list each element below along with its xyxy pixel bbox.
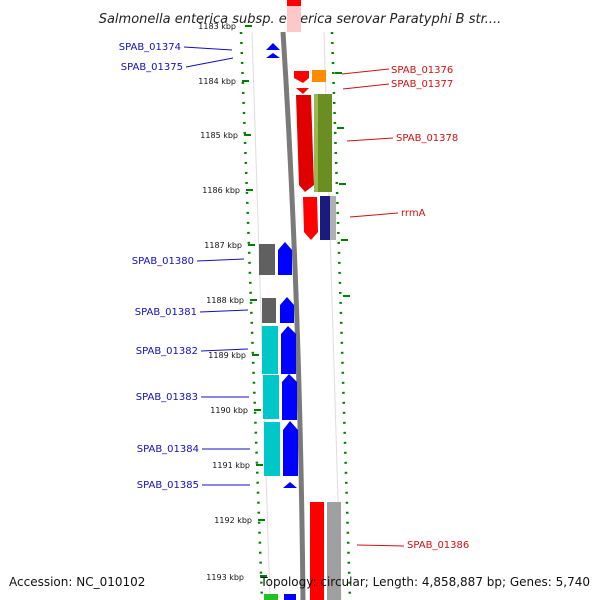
gene-spab-01380[interactable] (278, 242, 292, 275)
gene-label-spab-01380[interactable]: SPAB_01380 (132, 256, 194, 267)
gene-bottom-green[interactable] (264, 594, 278, 600)
gene-cyan-1[interactable] (262, 326, 278, 374)
gene-cyan-3[interactable] (264, 422, 280, 476)
gene-label-rrma[interactable]: rrmA (401, 208, 426, 219)
leader-line (349, 212, 399, 218)
leader-line (196, 258, 245, 262)
leader-line (183, 46, 233, 51)
gene-label-spab-01382[interactable]: SPAB_01382 (136, 346, 198, 357)
tick-group: 1183 kbp 1184 kbp 1185 kbp 1186 kbp 1187… (198, 22, 267, 582)
tick-label: 1187 kbp (204, 241, 242, 250)
left-labels: SPAB_01374 SPAB_01375 SPAB_01380 SPAB_01… (119, 42, 250, 491)
gene-bottom-blue[interactable] (284, 594, 296, 600)
gene-spab-01385[interactable] (283, 482, 297, 488)
leader-line (346, 137, 394, 142)
left-tick-track (239, 31, 264, 600)
gene-spab-01383[interactable] (282, 374, 297, 420)
gene-label-spab-01377[interactable]: SPAB_01377 (391, 79, 453, 90)
tick-label: 1192 kbp (214, 516, 252, 525)
gene-spab-01382[interactable] (281, 326, 296, 374)
gene-label-spab-01386[interactable]: SPAB_01386 (407, 540, 469, 551)
gene-spab-01377[interactable] (312, 70, 326, 82)
leader-line (341, 68, 390, 75)
tick-label: 1188 kbp (206, 296, 244, 305)
gene-spab-01376[interactable] (294, 71, 309, 83)
gene-spab-01386-red[interactable] (310, 502, 324, 600)
genome-backbone (280, 31, 306, 600)
gene-label-spab-01384[interactable]: SPAB_01384 (137, 444, 199, 455)
gene-red-rrma-left[interactable] (303, 197, 318, 240)
gene-spab-01378[interactable] (314, 94, 332, 192)
gene-spab-01381-grey[interactable] (262, 298, 276, 323)
tick-label: 1183 kbp (198, 22, 236, 31)
gene-spab-01386[interactable] (327, 502, 341, 600)
gene-feature-top-pink[interactable] (287, 6, 301, 32)
gene-rrma-grey[interactable] (330, 196, 336, 240)
tick-label: 1191 kbp (212, 461, 250, 470)
gene-label-spab-01381[interactable]: SPAB_01381 (135, 307, 197, 318)
leader-line (185, 57, 234, 68)
leader-line (200, 348, 249, 352)
tick-label: 1184 kbp (198, 77, 236, 86)
gene-spab-01378-highlight (314, 94, 318, 192)
gene-label-spab-01374[interactable]: SPAB_01374 (119, 42, 181, 53)
gene-label-spab-01383[interactable]: SPAB_01383 (136, 392, 198, 403)
tick-label: 1193 kbp (206, 573, 244, 582)
gene-label-spab-01378[interactable]: SPAB_01378 (396, 133, 458, 144)
gene-spab-01378-red[interactable] (296, 95, 314, 192)
leader-line (199, 309, 249, 313)
leader-line (356, 544, 405, 547)
right-major-ticks (335, 72, 350, 297)
leader-line (342, 83, 390, 90)
accession-text: Accession: NC_010102 (9, 575, 145, 589)
gene-label-spab-01375[interactable]: SPAB_01375 (121, 62, 183, 73)
gene-cyan-2[interactable] (263, 375, 279, 419)
left-track-edge (251, 31, 271, 600)
gene-label-spab-01376[interactable]: SPAB_01376 (391, 65, 453, 76)
tick-label: 1189 kbp (208, 351, 246, 360)
tick-label: 1186 kbp (202, 186, 240, 195)
tick-label: 1190 kbp (210, 406, 248, 415)
gene-label-spab-01385[interactable]: SPAB_01385 (137, 480, 199, 491)
gene-spab-01384[interactable] (283, 421, 298, 476)
right-labels: SPAB_01376 SPAB_01377 SPAB_01378 rrmA SP… (341, 65, 469, 551)
gene-spab-01374[interactable] (266, 43, 280, 50)
gene-spab-01375[interactable] (266, 53, 280, 58)
gene-feature-top-red[interactable] (287, 0, 301, 6)
gene-small-red[interactable] (296, 88, 309, 94)
tick-label: 1185 kbp (200, 131, 238, 140)
topology-text: Topology: circular; Length: 4,858,887 bp… (259, 575, 590, 589)
gene-spab-01380-grey[interactable] (259, 244, 275, 275)
gene-spab-01381[interactable] (280, 297, 294, 323)
